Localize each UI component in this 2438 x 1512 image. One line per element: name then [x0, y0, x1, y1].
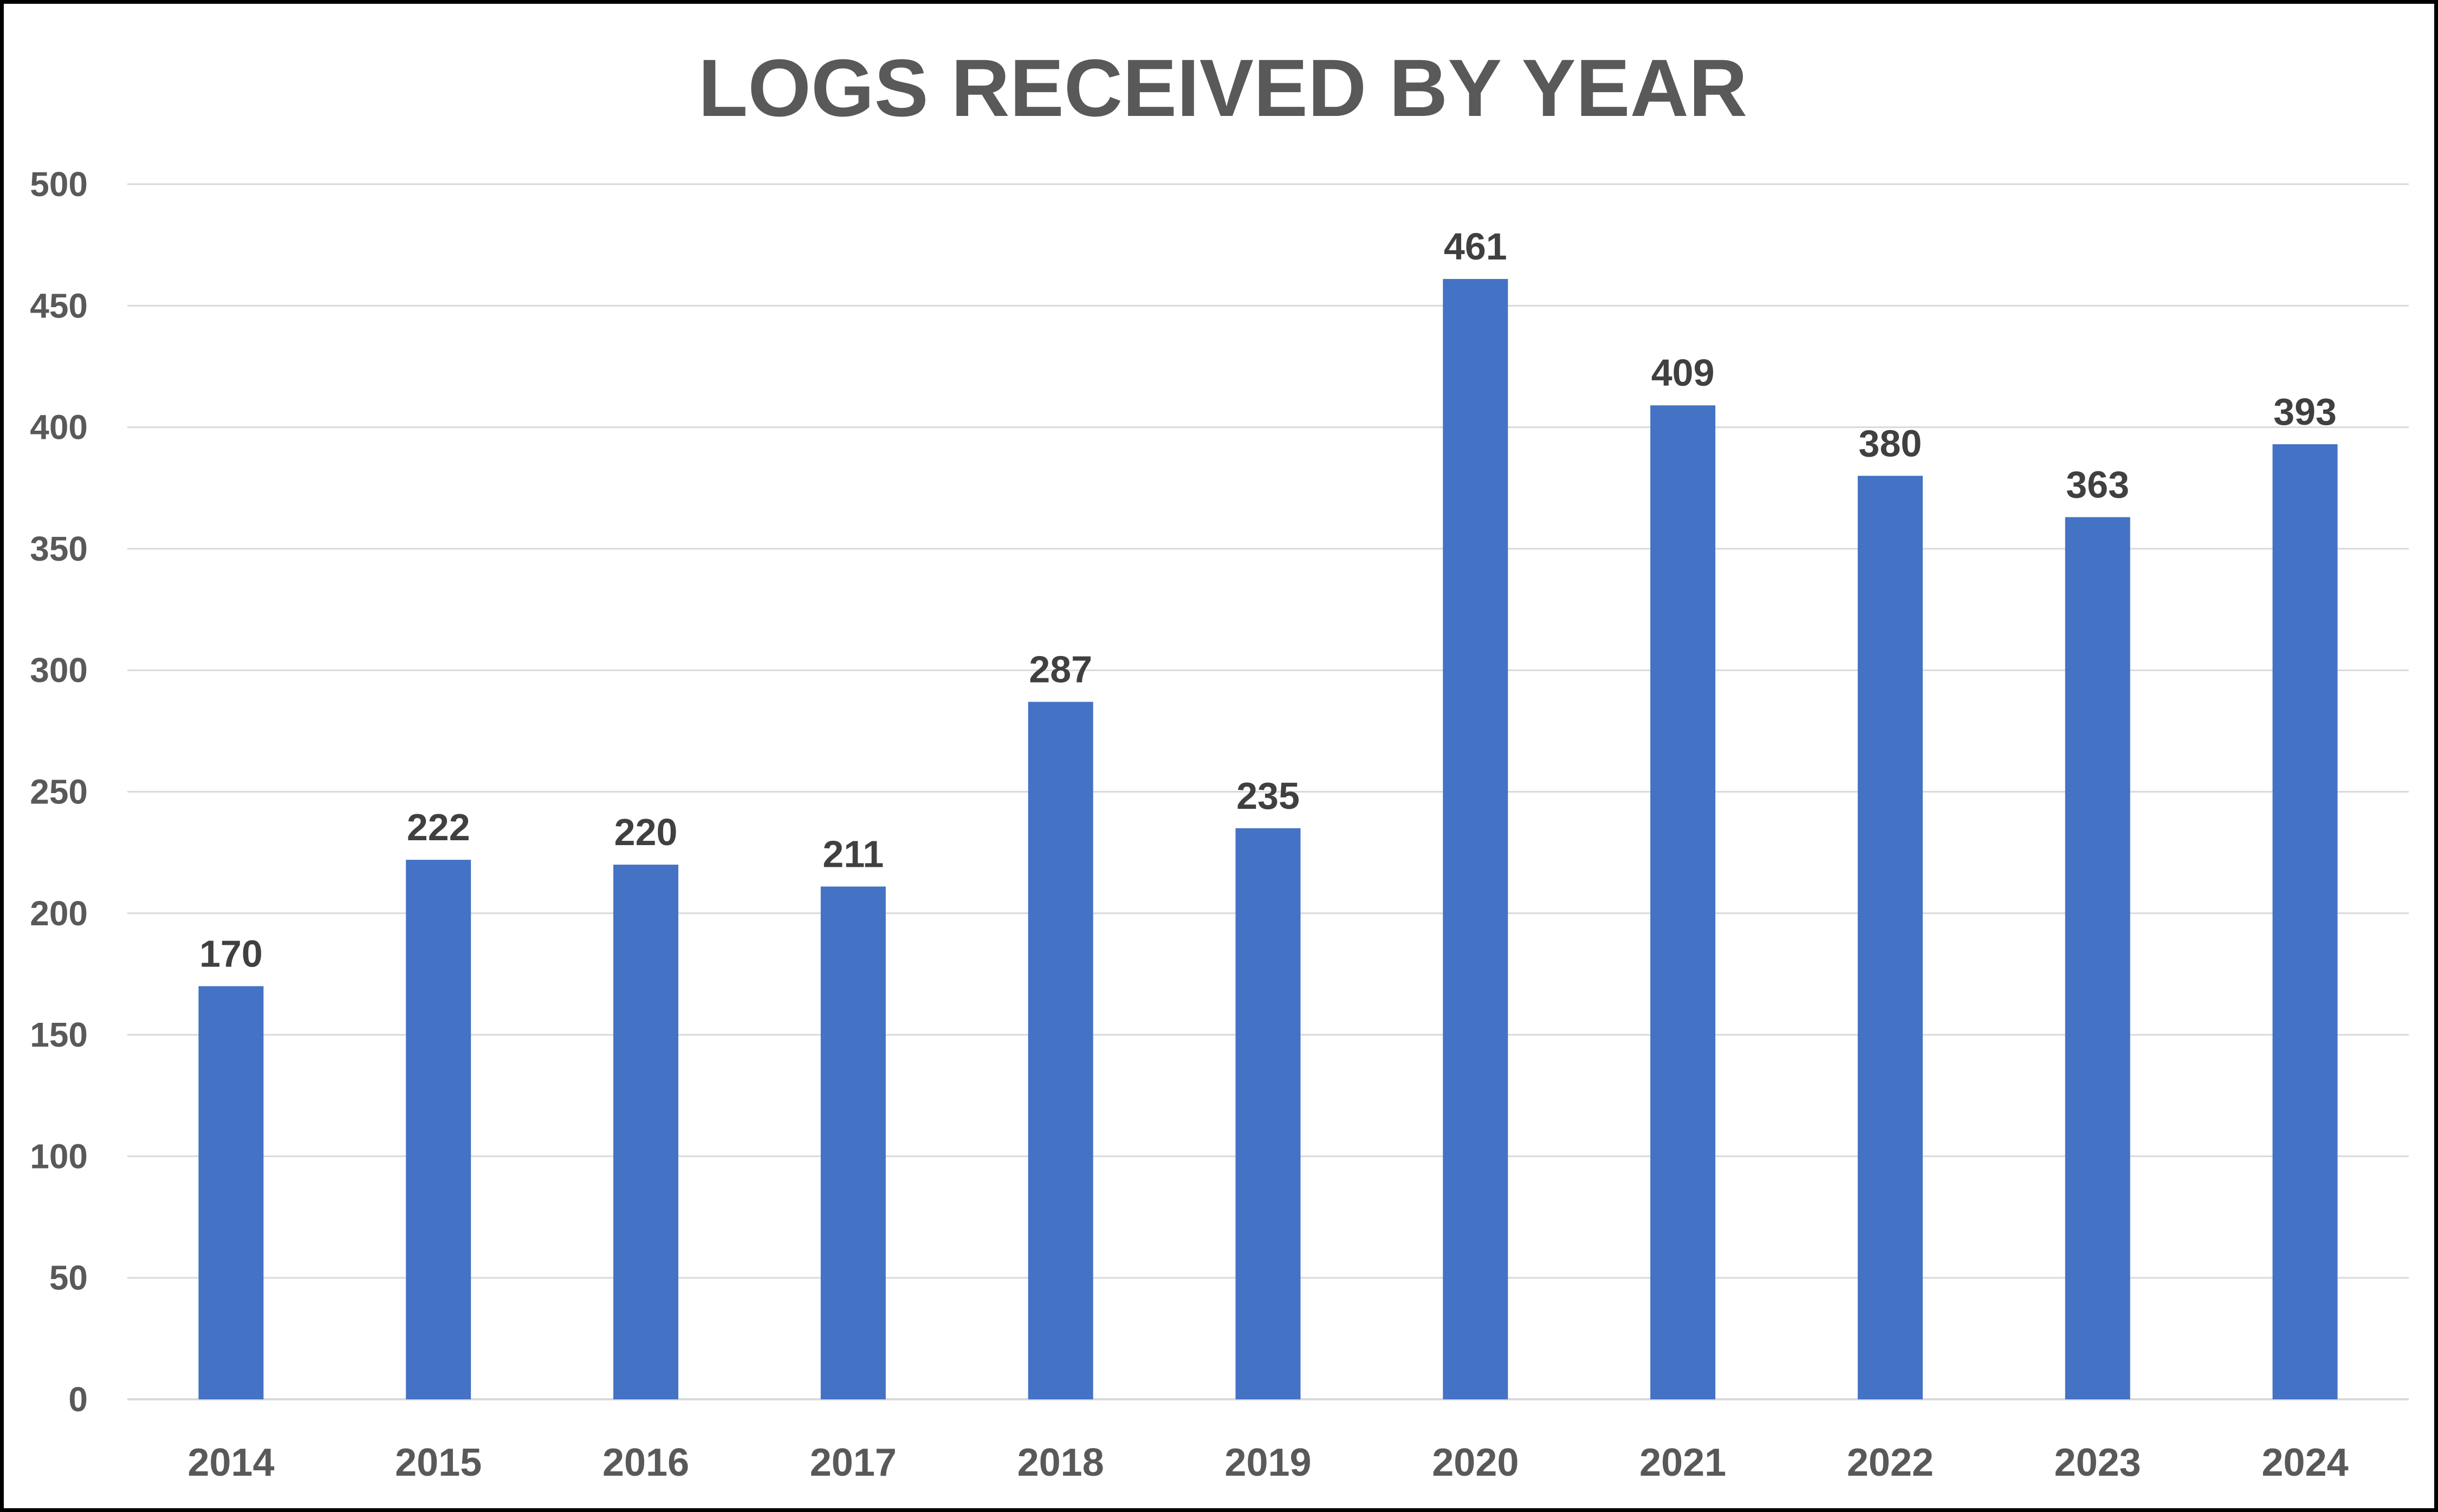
x-tick-label-2022: 2022: [1847, 1441, 1934, 1484]
x-tick-label-2017: 2017: [810, 1441, 897, 1484]
y-tick-label: 150: [30, 1015, 88, 1054]
bar-2014: [198, 986, 264, 1399]
data-labels: 170 222 220 211 287 235 461 409 380 363 393: [199, 225, 2337, 975]
y-tick-label: 100: [30, 1137, 88, 1176]
bar-2017: [820, 886, 886, 1399]
data-label-2023: 363: [2066, 464, 2129, 506]
x-tick-label-2019: 2019: [1224, 1441, 1311, 1484]
bar-2018: [1028, 702, 1093, 1399]
data-label-2024: 393: [2273, 391, 2337, 433]
x-axis: 2014 2015 2016 2017 2018 2019 2020 2021 2022 2023…: [187, 1441, 2348, 1484]
y-tick-label: 300: [30, 651, 88, 690]
y-tick-label: 50: [49, 1258, 88, 1297]
bar-chart: 0 50 100 150 200 250 300 350 400 450 500 170 222 220…: [30, 165, 2409, 1484]
bars: [198, 278, 2338, 1400]
data-label-2017: 211: [822, 833, 884, 875]
y-tick-label: 0: [68, 1380, 88, 1419]
chart-title: LOGS RECEIVED BY YEAR: [698, 42, 1748, 133]
bar-2016: [613, 865, 679, 1399]
data-label-2014: 170: [199, 932, 263, 975]
x-tick-label-2023: 2023: [2054, 1441, 2141, 1484]
y-tick-label: 200: [30, 894, 88, 933]
bar-2019: [1235, 828, 1301, 1399]
x-tick-label-2015: 2015: [395, 1441, 482, 1484]
y-tick-label: 400: [30, 408, 88, 447]
bar-2022: [1857, 476, 1923, 1399]
bar-2021: [1650, 405, 1716, 1399]
data-label-2019: 235: [1236, 775, 1300, 817]
x-tick-label-2016: 2016: [602, 1441, 689, 1484]
y-tick-label: 350: [30, 529, 88, 568]
data-label-2020: 461: [1444, 225, 1507, 268]
x-tick-label-2024: 2024: [2262, 1441, 2349, 1484]
bar-2023: [2065, 517, 2130, 1399]
y-axis: 0 50 100 150 200 250 300 350 400 450 500: [30, 165, 88, 1419]
data-label-2022: 380: [1859, 422, 1922, 464]
x-tick-label-2018: 2018: [1017, 1441, 1104, 1484]
y-tick-label: 450: [30, 286, 88, 325]
data-label-2021: 409: [1651, 352, 1715, 394]
bar-2020: [1443, 278, 1508, 1399]
x-tick-label-2021: 2021: [1639, 1441, 1726, 1484]
y-tick-label: 500: [30, 165, 88, 204]
data-label-2018: 287: [1029, 648, 1092, 691]
x-tick-label-2014: 2014: [187, 1441, 274, 1484]
bar-2015: [406, 860, 471, 1399]
data-label-2015: 222: [407, 806, 470, 848]
bar-2024: [2272, 444, 2338, 1400]
x-tick-label-2020: 2020: [1432, 1441, 1519, 1484]
y-tick-label: 250: [30, 773, 88, 812]
data-label-2016: 220: [614, 811, 678, 853]
